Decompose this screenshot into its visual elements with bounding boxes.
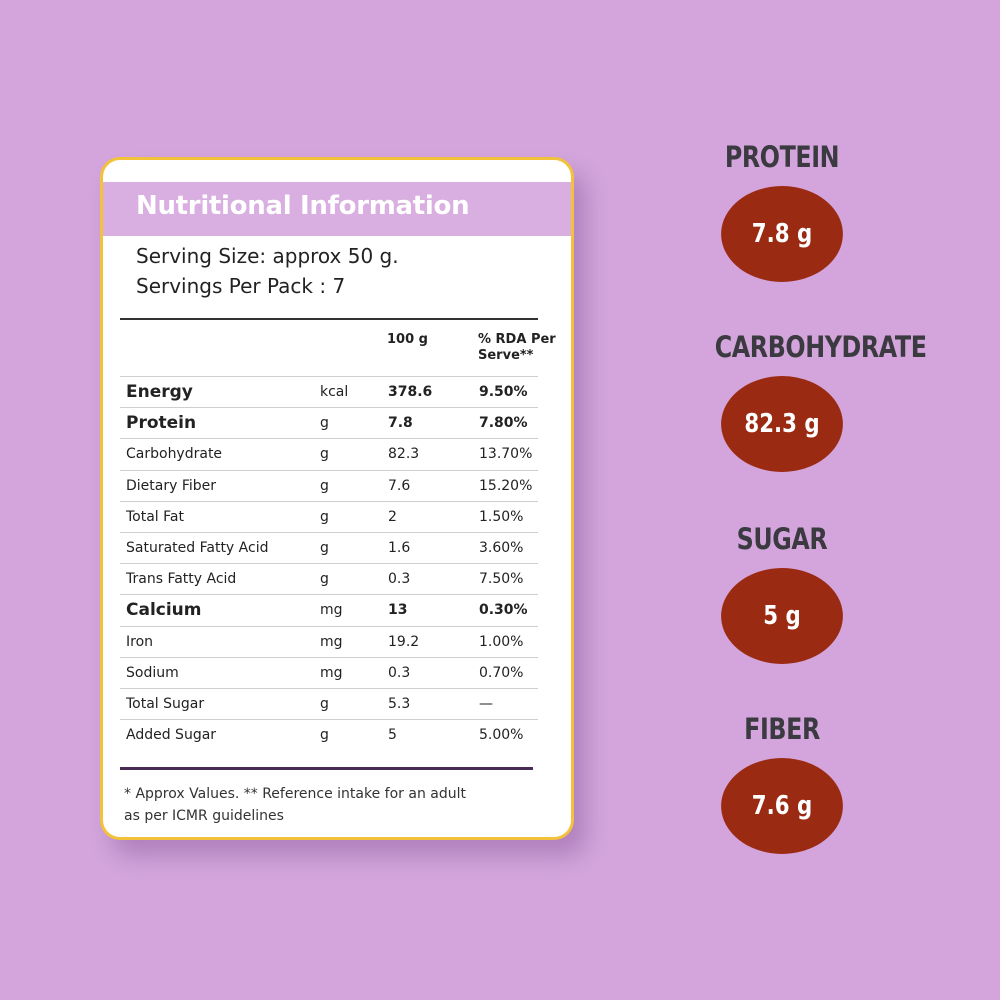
nutrient-rda: 7.80% bbox=[479, 415, 528, 432]
nutrient-unit: kcal bbox=[320, 384, 349, 400]
highlight-label: PROTEIN bbox=[724, 140, 840, 174]
highlight-protein: PROTEIN 7.8 g bbox=[700, 140, 864, 282]
table-row: Carbohydrate g 82.3 13.70% bbox=[120, 438, 538, 469]
highlight-fiber: FIBER 7.6 g bbox=[700, 712, 864, 854]
nutrient-value: 13 bbox=[388, 602, 408, 619]
nutrient-rda: 7.50% bbox=[479, 571, 524, 588]
footnote: * Approx Values. ** Reference intake for… bbox=[124, 786, 466, 824]
nutrient-name: Saturated Fatty Acid bbox=[126, 540, 269, 556]
nutrient-value: 7.8 bbox=[388, 415, 413, 432]
highlight-carbohydrate: CARBOHYDRATE 82.3 g bbox=[700, 330, 927, 472]
table-row: Saturated Fatty Acid g 1.6 3.60% bbox=[120, 532, 538, 563]
nutrient-rda: 0.30% bbox=[479, 602, 528, 619]
value-badge: 7.8 g bbox=[721, 186, 843, 282]
nutrient-unit: mg bbox=[320, 664, 343, 681]
nutrient-unit: g bbox=[320, 696, 329, 712]
nutrient-value: 378.6 bbox=[388, 384, 433, 400]
nutrient-name: Dietary Fiber bbox=[126, 477, 217, 494]
nutrient-value: 2 bbox=[388, 508, 397, 525]
nutrient-value: 19.2 bbox=[388, 633, 420, 650]
nutrient-unit: g bbox=[320, 415, 329, 432]
nutrient-value: 0.3 bbox=[388, 664, 411, 681]
table-row: Total Sugar g 5.3 — bbox=[120, 688, 538, 719]
badge-shape-icon bbox=[721, 568, 843, 664]
nutrient-unit: g bbox=[320, 540, 329, 556]
nutrient-unit: mg bbox=[320, 602, 343, 619]
nutrient-unit: g bbox=[320, 446, 329, 463]
panel-header: Nutritional Information bbox=[103, 182, 571, 236]
column-header-100g: 100 g bbox=[387, 332, 428, 347]
nutrient-name: Added Sugar bbox=[126, 727, 217, 744]
table-row: Dietary Fiber g 7.6 15.20% bbox=[120, 469, 538, 501]
nutrient-rda: 1.00% bbox=[479, 633, 524, 650]
nutrient-rda: 13.70% bbox=[479, 446, 533, 463]
nutrient-name: Sodium bbox=[126, 664, 179, 681]
nutrient-value: 1.6 bbox=[388, 540, 411, 556]
badge-value: 7.6 g bbox=[751, 791, 813, 821]
nutrient-name: Trans Fatty Acid bbox=[126, 571, 237, 588]
nutrient-rda: 0.70% bbox=[479, 664, 524, 681]
nutrient-name: Energy bbox=[126, 382, 193, 402]
nutrient-rda: 5.00% bbox=[479, 727, 524, 744]
value-badge: 82.3 g bbox=[721, 376, 843, 472]
nutrition-panel: Nutritional Information Serving Size: ap… bbox=[100, 157, 574, 840]
highlight-label: SUGAR bbox=[736, 522, 828, 556]
table-row: Protein g 7.8 7.80% bbox=[120, 407, 538, 438]
nutrient-unit: g bbox=[320, 477, 329, 494]
nutrient-rda: — bbox=[479, 696, 493, 712]
serving-size: Serving Size: approx 50 g. bbox=[136, 244, 399, 268]
nutrient-unit: g bbox=[320, 727, 329, 744]
servings-per-pack: Servings Per Pack : 7 bbox=[136, 274, 346, 298]
value-badge: 7.6 g bbox=[721, 758, 843, 854]
nutrient-rda: 9.50% bbox=[479, 384, 528, 400]
table-row: Trans Fatty Acid g 0.3 7.50% bbox=[120, 563, 538, 594]
nutrient-value: 0.3 bbox=[388, 571, 411, 588]
table-row: Energy kcal 378.6 9.50% bbox=[120, 376, 538, 407]
table-row: Calcium mg 13 0.30% bbox=[120, 594, 538, 625]
nutrient-name: Protein bbox=[126, 413, 197, 434]
nutrient-name: Total Fat bbox=[126, 508, 184, 525]
nutrient-unit: g bbox=[320, 571, 329, 588]
badge-shape-icon bbox=[721, 376, 843, 472]
highlight-label: CARBOHYDRATE bbox=[714, 330, 927, 364]
nutrient-unit: mg bbox=[320, 633, 343, 650]
nutrient-value: 82.3 bbox=[388, 446, 420, 463]
nutrient-name: Carbohydrate bbox=[126, 446, 223, 463]
nutrient-name: Total Sugar bbox=[126, 696, 205, 712]
value-badge: 5 g bbox=[721, 568, 843, 664]
nutrient-rda: 1.50% bbox=[479, 508, 524, 525]
badge-value: 7.8 g bbox=[751, 219, 813, 249]
column-header-rda: % RDA Per Serve** bbox=[478, 332, 556, 363]
nutrient-value: 7.6 bbox=[388, 477, 411, 494]
table-row: Sodium mg 0.3 0.70% bbox=[120, 656, 538, 688]
nutrient-name: Iron bbox=[126, 633, 154, 650]
panel-title: Nutritional Information bbox=[136, 191, 470, 221]
nutrient-name: Calcium bbox=[126, 600, 202, 621]
nutrient-rda: 15.20% bbox=[479, 477, 533, 494]
table-row: Total Fat g 2 1.50% bbox=[120, 500, 538, 532]
highlight-sugar: SUGAR 5 g bbox=[700, 522, 864, 664]
nutrient-unit: g bbox=[320, 508, 329, 525]
badge-shape-icon bbox=[721, 186, 843, 282]
table-row: Added Sugar g 5 5.00% bbox=[120, 719, 538, 750]
badge-value: 82.3 g bbox=[744, 409, 820, 439]
nutrient-rda: 3.60% bbox=[479, 540, 524, 556]
nutrient-value: 5.3 bbox=[388, 696, 411, 712]
highlight-label: FIBER bbox=[744, 712, 820, 746]
table-row: Iron mg 19.2 1.00% bbox=[120, 625, 538, 657]
nutrient-value: 5 bbox=[388, 727, 397, 744]
badge-value: 5 g bbox=[763, 601, 801, 631]
table-bottom-rule bbox=[120, 767, 533, 770]
badge-shape-icon bbox=[721, 758, 843, 854]
table-top-rule bbox=[120, 318, 538, 320]
